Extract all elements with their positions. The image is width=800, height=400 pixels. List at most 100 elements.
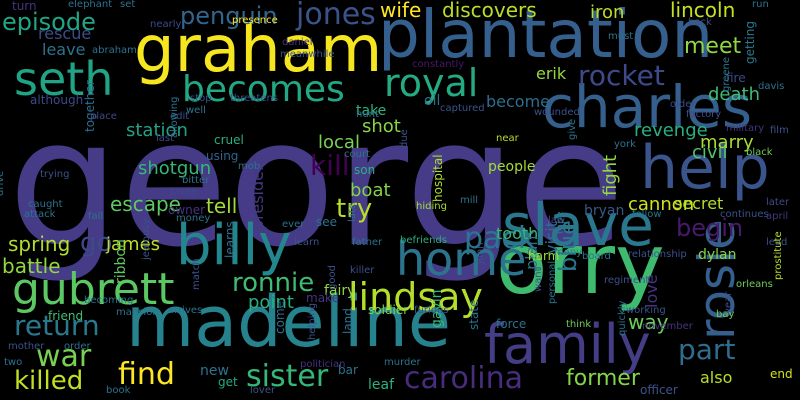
- word-april: april: [766, 211, 789, 222]
- word-money: money: [176, 213, 211, 224]
- word-begin: begin: [676, 214, 744, 242]
- word-regiment: regiment: [604, 275, 650, 286]
- word-year: year: [723, 291, 734, 314]
- word-sister: sister: [246, 359, 329, 394]
- word-hiding: hiding: [416, 201, 447, 212]
- word-shotgun: shotgun: [138, 158, 212, 179]
- word-boat: boat: [350, 180, 391, 201]
- word-friend: friend: [48, 309, 84, 323]
- word-hunt: hunt: [356, 109, 379, 120]
- word-leaf: leaf: [368, 377, 395, 393]
- word-cruel: cruel: [214, 133, 244, 147]
- word-also: also: [700, 368, 733, 387]
- word-get: get: [218, 375, 238, 389]
- word-go: go: [80, 228, 113, 258]
- word-well: well: [186, 105, 206, 116]
- word-father: father: [352, 237, 383, 248]
- word-point: point: [248, 292, 294, 313]
- word-lincoln: lincoln: [670, 0, 736, 22]
- word-james: james: [106, 234, 161, 255]
- word-help: help: [640, 133, 770, 203]
- word-late: late: [347, 203, 358, 222]
- word-orleans: orleans: [736, 279, 773, 290]
- word-ribbon: ribbon: [113, 239, 129, 284]
- word-slave: slave: [502, 191, 654, 259]
- word-graham: graham: [134, 13, 383, 87]
- word-revenge: revenge: [634, 120, 708, 141]
- word-marry: marry: [700, 132, 754, 153]
- word-officer: officer: [640, 383, 678, 397]
- word-make: make: [306, 291, 339, 305]
- word-battle: battle: [2, 254, 61, 278]
- word-board: board: [582, 251, 611, 262]
- word-attack: attack: [24, 209, 56, 220]
- word-rocket: rocket: [578, 59, 665, 92]
- word-constantly: constantly: [412, 59, 465, 70]
- word-place: place: [90, 111, 117, 122]
- word-hospital: hospital: [431, 154, 445, 202]
- word-penguin: penguin: [180, 2, 278, 30]
- word-learn: learn: [294, 237, 320, 248]
- word-york: york: [614, 139, 636, 150]
- word-personal: personal: [547, 260, 558, 304]
- word-become: become: [486, 92, 551, 111]
- word-bar: bar: [338, 363, 358, 377]
- word-stop: stop: [190, 93, 212, 104]
- word-seth: seth: [14, 52, 114, 106]
- word-give: give: [567, 118, 578, 140]
- word-daniel: daniel: [282, 37, 313, 48]
- word-new: new: [200, 363, 229, 379]
- word-kill: kill: [310, 149, 350, 182]
- word-end: end: [770, 367, 793, 381]
- word-tooth: tooth: [496, 224, 539, 243]
- word-fairy: fairy: [324, 283, 356, 299]
- word-fight: fight: [600, 154, 621, 196]
- word-together: together: [83, 80, 97, 132]
- word-madeline: madeline: [126, 281, 451, 363]
- word-billy: billy: [176, 213, 292, 278]
- word-greene: greene: [721, 56, 732, 92]
- word-bitter: bitter: [182, 175, 210, 186]
- word-set: set: [120, 0, 136, 10]
- word-due: due: [399, 129, 410, 148]
- word-land: land: [341, 308, 355, 334]
- word-meanwhile: meanwhile: [280, 49, 335, 60]
- word-last: last: [156, 133, 175, 144]
- word-pack: pack: [464, 221, 536, 256]
- word-leave: leave: [42, 40, 86, 59]
- word-lindsay: lindsay: [348, 275, 483, 319]
- word-iron: iron: [590, 2, 625, 23]
- word-allowing: allowing: [169, 96, 180, 138]
- word-son: son: [354, 163, 376, 177]
- word-run: run: [752, 0, 769, 10]
- word-come: come: [273, 300, 287, 334]
- word-learns: learns: [223, 221, 237, 258]
- word-captured: captured: [440, 103, 485, 114]
- word-drive: drive: [0, 170, 6, 196]
- word-turn: turn: [12, 0, 37, 13]
- word-politician: politician: [300, 359, 346, 370]
- word-meet: meet: [684, 34, 742, 59]
- word-john: john: [475, 242, 486, 264]
- word-discovers: discovers: [442, 0, 537, 22]
- word-killed: killed: [14, 366, 84, 396]
- word-dylan: dylan: [698, 247, 737, 263]
- word-arrives: arrives: [168, 305, 203, 316]
- word-nearly: nearly: [150, 19, 182, 30]
- word-two: two: [4, 357, 23, 368]
- word-family: family: [484, 313, 651, 376]
- word-force: force: [496, 317, 527, 331]
- word-home: home: [396, 232, 527, 286]
- word-death: death: [708, 84, 760, 105]
- word-must: must: [608, 31, 634, 42]
- word-although: although: [30, 93, 84, 107]
- word-state: state: [467, 299, 481, 330]
- word-plantation: plantation: [378, 0, 714, 73]
- word-try: try: [336, 194, 373, 224]
- word-wife: wife: [380, 0, 422, 22]
- word-episode: episode: [2, 8, 96, 36]
- word-prostitute: prostitute: [773, 231, 784, 280]
- word-civil: civil: [692, 142, 728, 163]
- word-furious: furious: [414, 305, 449, 316]
